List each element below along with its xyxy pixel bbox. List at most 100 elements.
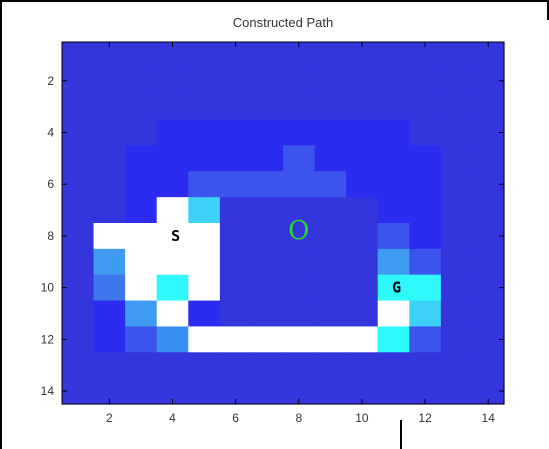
heatmap-cell: [188, 378, 221, 405]
heatmap-cell: [62, 119, 95, 147]
heatmap-cell: [440, 171, 474, 198]
heatmap-cell: [346, 171, 379, 198]
heatmap-cell: [346, 197, 379, 224]
heatmap-cell: [156, 223, 189, 250]
heatmap-cell: [283, 93, 316, 121]
heatmap-cell: [125, 378, 158, 405]
heatmap-cell: [125, 223, 158, 250]
heatmap-cell: [125, 119, 158, 147]
heatmap-cell: [440, 378, 474, 405]
heatmap-cell: [377, 378, 410, 405]
heatmap-cell: [156, 145, 189, 172]
heatmap-cell: [346, 352, 379, 379]
heatmap-cell: [93, 223, 126, 250]
heatmap-cell: [156, 352, 189, 379]
heatmap-cell: [346, 248, 379, 276]
heatmap-cell: [440, 248, 474, 276]
heatmap-cell: [440, 93, 474, 121]
heatmap-cell: [377, 42, 410, 69]
heatmap-cell: [125, 67, 158, 95]
x-tick-label: 10: [355, 411, 369, 425]
heatmap-cell: [314, 197, 347, 224]
heatmap-cell: [314, 145, 347, 172]
y-tick-label: 14: [41, 384, 55, 398]
heatmap-cell: [219, 67, 253, 95]
heatmap-cell: [283, 145, 316, 172]
heatmap-cell: [314, 378, 347, 405]
heatmap-cell: [283, 274, 316, 302]
heatmap-cell: [62, 93, 95, 121]
heatmap-cell: [440, 119, 474, 147]
heatmap-cell: [188, 171, 221, 198]
heatmap-cell: [346, 223, 379, 250]
heatmap-cell: [440, 223, 474, 250]
heatmap-cell: [283, 197, 316, 224]
heatmap-cell: [346, 274, 379, 302]
heatmap-cell: [346, 300, 379, 328]
heatmap-cell: [409, 326, 442, 353]
heatmap-cell: [62, 145, 95, 172]
heatmap-cell: [409, 248, 442, 276]
heatmap-cell: [93, 352, 126, 379]
y-tick-label: 6: [47, 177, 54, 191]
heatmap-cell: [93, 248, 126, 276]
heatmap-cell: [62, 67, 95, 95]
heatmap-cell: [219, 171, 253, 198]
x-tick-label: 14: [482, 411, 496, 425]
y-tick-label: 4: [47, 126, 54, 140]
heatmap-cell: [188, 42, 221, 69]
heatmap-cell: [251, 274, 284, 302]
heatmap-cell: [440, 300, 474, 328]
x-tick-label: 2: [106, 411, 113, 425]
heatmap-cell: [156, 326, 189, 353]
heatmap-cell: [251, 171, 284, 198]
heatmap-cell: [251, 352, 284, 379]
heatmap-cell: [62, 197, 95, 224]
heatmap-cell: [377, 67, 410, 95]
heatmap-cell: [283, 352, 316, 379]
heatmap-cell: [219, 119, 253, 147]
heatmap-cell: [219, 223, 253, 250]
heatmap-cell: [409, 145, 442, 172]
heatmap-cell: [188, 93, 221, 121]
heatmap-cell: [219, 300, 253, 328]
heatmap-cell: [125, 352, 158, 379]
goal-label: G: [392, 279, 401, 297]
heatmap-cell: [346, 326, 379, 353]
x-tick-label: 8: [295, 411, 302, 425]
heatmap-cell: [314, 223, 347, 250]
heatmap-cell: [219, 326, 253, 353]
figure-border-right: [547, 0, 549, 20]
heatmap-cell: [314, 300, 347, 328]
heatmap-cell: [346, 119, 379, 147]
heatmap-cell: [472, 300, 505, 328]
heatmap-cell: [440, 67, 474, 95]
heatmap-cell: [219, 145, 253, 172]
heatmap-cell: [93, 119, 126, 147]
heatmap-cell: [283, 119, 316, 147]
heatmap-cell: [188, 352, 221, 379]
y-tick-label: 2: [47, 74, 54, 88]
heatmap-cell: [251, 326, 284, 353]
figure-border-stub: [400, 420, 402, 449]
heatmap-cell: [440, 352, 474, 379]
heatmap-cell: [251, 197, 284, 224]
axes-box: [61, 41, 505, 405]
heatmap-cell: [125, 171, 158, 198]
heatmap-cell: [409, 352, 442, 379]
heatmap-cell: [156, 248, 189, 276]
heatmap-cell: [188, 300, 221, 328]
heatmap-cell: [346, 145, 379, 172]
heatmap-cell: [314, 352, 347, 379]
obstacle-label: O: [288, 216, 309, 246]
heatmap-cell: [219, 274, 253, 302]
heatmap-cell: [472, 145, 505, 172]
heatmap-cell: [409, 300, 442, 328]
heatmap-cell: [251, 248, 284, 276]
heatmap-cell: [472, 352, 505, 379]
heatmap-cell: [377, 352, 410, 379]
heatmap-cell: [125, 42, 158, 69]
heatmap-cell: [62, 171, 95, 198]
heatmap-cell: [440, 42, 474, 69]
